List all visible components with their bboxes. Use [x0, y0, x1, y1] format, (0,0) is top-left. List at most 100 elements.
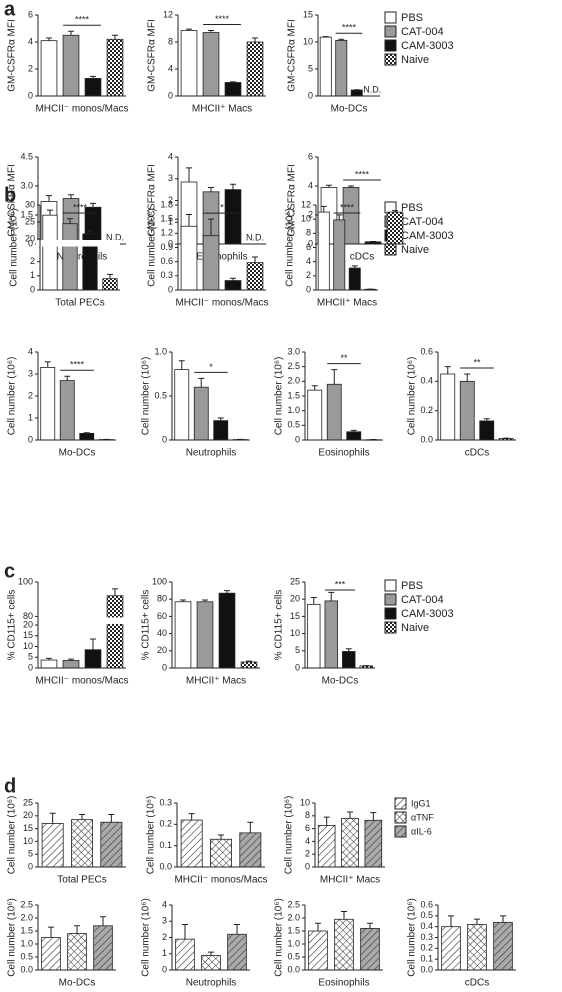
- y-tick-label: 5: [295, 645, 300, 655]
- y-tick-label: 0: [28, 861, 33, 871]
- bar: [201, 954, 221, 971]
- bar: [348, 267, 361, 291]
- legend-swatch: [384, 579, 397, 592]
- y-tick-label: 15: [303, 9, 313, 19]
- y-tick-label: 2.5: [287, 361, 300, 371]
- y-tick-label: 1.0: [20, 938, 33, 948]
- y-tick-label: 4: [308, 180, 313, 190]
- legend-label: Naive: [401, 622, 429, 634]
- error-bar: [68, 658, 74, 661]
- y-tick-label: 5: [28, 652, 33, 662]
- bar: [180, 30, 198, 97]
- legend-label: CAM-3003: [401, 40, 454, 52]
- y-axis-label: Cell number (10⁶): [141, 898, 152, 977]
- error-bar: [328, 591, 335, 601]
- y-tick-label: 0: [30, 284, 35, 294]
- error-bar: [83, 432, 90, 434]
- error-bar: [483, 418, 490, 421]
- y-tick-label: 0.6: [420, 899, 433, 909]
- error-bar: [49, 812, 56, 824]
- bar: [174, 601, 192, 669]
- panel-letter: b: [4, 184, 16, 206]
- bar: [307, 389, 323, 441]
- legend-swatch: [384, 39, 397, 52]
- bar: [467, 924, 487, 971]
- y-tick-label: 0: [168, 90, 173, 100]
- x-axis-label: MHCII⁺ Macs: [320, 875, 380, 886]
- y-tick-label: 60: [157, 611, 167, 621]
- bar: [59, 380, 75, 441]
- y-tick-label: 3: [162, 916, 167, 926]
- bar: [175, 938, 195, 971]
- y-tick-label: 4: [28, 36, 33, 46]
- bar: [106, 38, 124, 97]
- y-axis-label: Cell number (10⁶): [9, 208, 20, 287]
- y-tick-label: 20: [25, 233, 35, 243]
- bar: [40, 659, 58, 669]
- bar: [240, 661, 258, 669]
- panel-letter: a: [4, 0, 16, 20]
- y-tick-label: 0: [28, 434, 33, 444]
- bar: [459, 380, 475, 441]
- x-axis-label: Neutrophils: [186, 978, 237, 989]
- bar: [364, 819, 383, 868]
- error-bar: [68, 30, 74, 36]
- legend-label: PBS: [401, 202, 423, 214]
- error-bar: [46, 657, 52, 661]
- y-tick-label: 4: [306, 256, 311, 266]
- y-tick-label: 4: [168, 151, 173, 161]
- error-bar: [48, 926, 54, 938]
- error-bar: [67, 218, 73, 224]
- y-tick-label: 20: [23, 810, 33, 820]
- error-bar: [448, 915, 454, 927]
- error-bar: [46, 37, 52, 41]
- bar: [324, 600, 338, 669]
- significance-label: **: [340, 353, 348, 363]
- x-axis-label: cDCs: [350, 252, 374, 263]
- y-tick-label: 1: [162, 948, 167, 958]
- y-axis-label: GM-CSFRα MFI: [147, 164, 158, 236]
- y-tick-label: 8: [305, 810, 310, 820]
- y-tick-label: 2: [28, 63, 33, 73]
- x-axis-label: Neutrophils: [186, 448, 237, 459]
- y-tick-label: 0: [162, 434, 167, 444]
- y-tick-label: 12: [301, 199, 311, 209]
- axis-break: [34, 617, 126, 624]
- legend-label: αIL-6: [411, 826, 432, 836]
- significance-label: ****: [340, 202, 355, 212]
- y-tick-label: 1.0: [154, 346, 167, 356]
- y-tick-label: 1: [168, 217, 173, 227]
- error-bar: [341, 911, 347, 920]
- y-tick-label: 0.2: [420, 405, 433, 415]
- error-bar: [500, 915, 506, 923]
- y-tick-label: 80: [23, 611, 33, 621]
- y-tick-label: 0: [168, 238, 173, 248]
- legend-swatch: [394, 825, 407, 838]
- bar: [227, 933, 247, 971]
- error-bar: [367, 922, 373, 929]
- x-axis-label: Eosinophils: [318, 978, 369, 989]
- bar: [360, 928, 380, 971]
- x-axis-label: cDCs: [465, 448, 489, 459]
- y-tick-label: 10: [300, 797, 310, 807]
- error-bar: [202, 599, 208, 602]
- bar: [42, 214, 58, 291]
- bar: [246, 262, 264, 291]
- bar: [224, 189, 242, 245]
- error-bar: [188, 813, 195, 821]
- bar: [334, 918, 354, 971]
- y-axis-label: GM-CSFRα MFI: [287, 164, 298, 236]
- y-tick-label: 2.0: [287, 376, 300, 386]
- y-axis-label: Cell number (10⁶): [146, 796, 157, 875]
- bar: [210, 838, 232, 868]
- y-tick-label: 0.0: [20, 964, 33, 974]
- error-bar: [230, 81, 236, 83]
- y-tick-label: 0.3: [159, 797, 172, 807]
- error-bar: [64, 375, 71, 381]
- y-tick-label: 25: [290, 576, 300, 586]
- y-tick-label: 6: [306, 242, 311, 252]
- y-tick-label: 20: [157, 645, 167, 655]
- error-bar: [208, 186, 214, 192]
- y-tick-label: 3: [168, 173, 173, 183]
- bar: [102, 278, 118, 291]
